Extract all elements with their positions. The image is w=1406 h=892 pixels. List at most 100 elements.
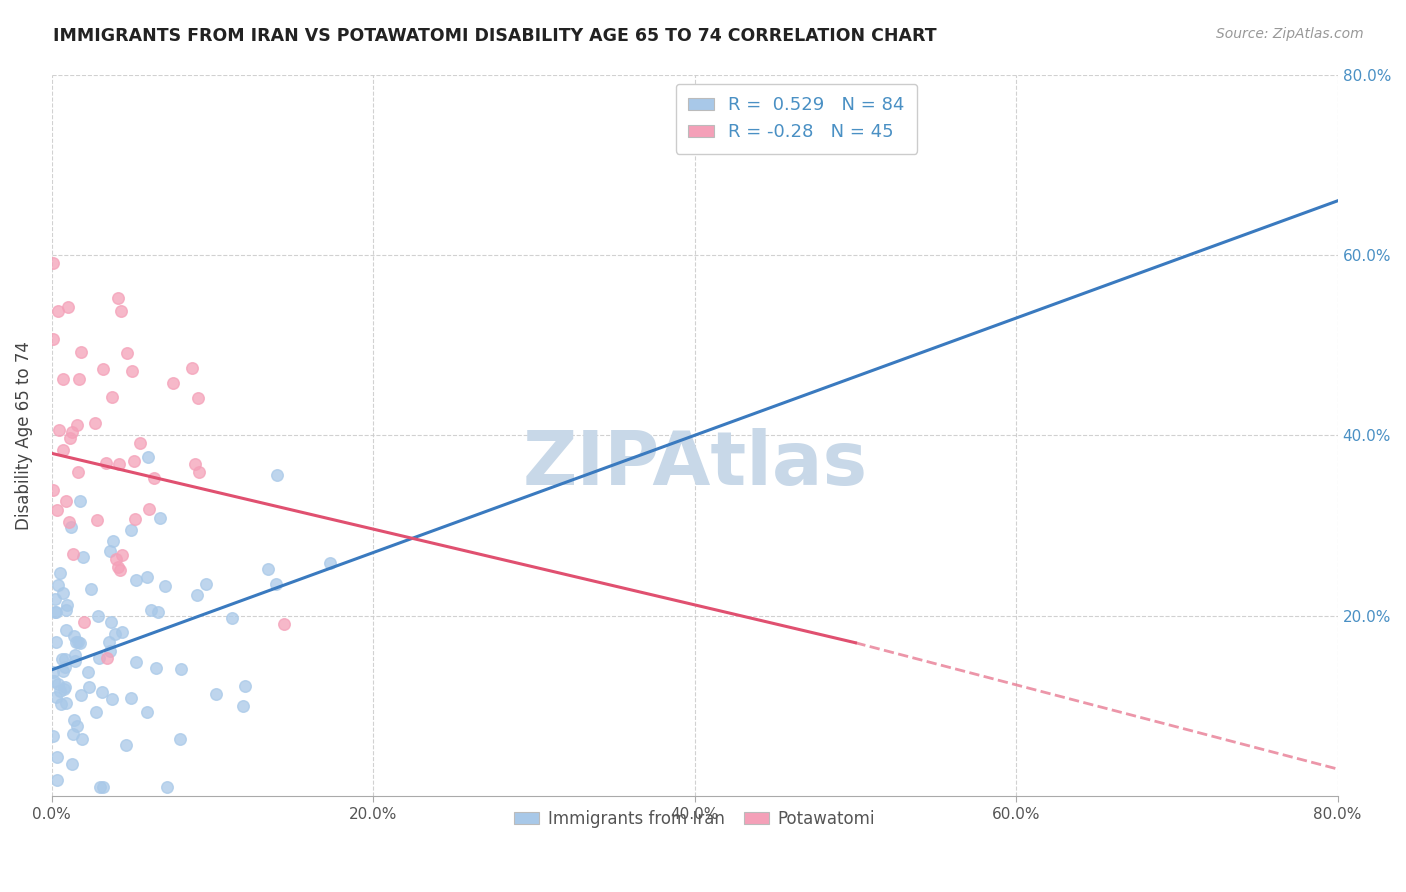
- Point: [110, 304, 132, 318]
- Point: [42, 665, 65, 679]
- Point: [103, 626, 125, 640]
- Point: [136, 450, 159, 464]
- Point: [129, 435, 152, 450]
- Point: [69, 494, 91, 508]
- Point: [91, 685, 114, 699]
- Point: [187, 391, 209, 405]
- Point: [55, 603, 77, 617]
- Point: [48, 677, 70, 691]
- Point: [45, 605, 67, 619]
- Point: [49, 684, 72, 698]
- Point: [77, 665, 100, 680]
- Point: [142, 470, 165, 484]
- Point: [98, 634, 121, 648]
- Point: [124, 511, 146, 525]
- Point: [44, 591, 66, 606]
- Point: [66, 418, 89, 433]
- Point: [53, 660, 76, 674]
- Point: [46, 303, 69, 318]
- Text: ZIPAtlas: ZIPAtlas: [522, 427, 868, 500]
- Point: [135, 569, 157, 583]
- Point: [80, 582, 103, 597]
- Point: [62, 547, 84, 561]
- Point: [42, 332, 65, 346]
- Point: [153, 579, 176, 593]
- Point: [135, 705, 157, 719]
- Point: [145, 661, 167, 675]
- Point: [181, 360, 204, 375]
- Point: [69, 636, 91, 650]
- Point: [221, 611, 243, 625]
- Point: [46, 503, 69, 517]
- Point: [87, 651, 110, 665]
- Point: [101, 691, 124, 706]
- Point: [52, 586, 75, 600]
- Point: [67, 465, 90, 479]
- Text: Source: ZipAtlas.com: Source: ZipAtlas.com: [1216, 27, 1364, 41]
- Point: [63, 654, 86, 668]
- Point: [87, 608, 110, 623]
- Point: [45, 749, 67, 764]
- Point: [146, 605, 169, 619]
- Y-axis label: Disability Age 65 to 74: Disability Age 65 to 74: [15, 341, 32, 530]
- Point: [162, 376, 184, 390]
- Point: [84, 416, 107, 430]
- Point: [63, 629, 86, 643]
- Point: [107, 559, 129, 574]
- Point: [138, 502, 160, 516]
- Point: [45, 635, 67, 649]
- Point: [120, 523, 142, 537]
- Point: [66, 634, 89, 648]
- Point: [53, 680, 76, 694]
- Point: [77, 680, 100, 694]
- Point: [266, 576, 288, 591]
- Point: [53, 652, 76, 666]
- Point: [94, 456, 117, 470]
- Point: [48, 423, 70, 437]
- Point: [51, 697, 73, 711]
- Point: [98, 644, 121, 658]
- Point: [117, 346, 139, 360]
- Point: [52, 664, 75, 678]
- Point: [110, 624, 132, 639]
- Point: [58, 515, 80, 529]
- Point: [89, 780, 111, 794]
- Point: [48, 566, 70, 580]
- Point: [111, 548, 134, 562]
- Point: [104, 551, 127, 566]
- Point: [169, 732, 191, 747]
- Text: IMMIGRANTS FROM IRAN VS POTAWATOMI DISABILITY AGE 65 TO 74 CORRELATION CHART: IMMIGRANTS FROM IRAN VS POTAWATOMI DISAB…: [53, 27, 936, 45]
- Point: [139, 603, 162, 617]
- Point: [107, 291, 129, 305]
- Point: [60, 756, 83, 771]
- Point: [56, 598, 79, 612]
- Point: [52, 682, 75, 697]
- Point: [63, 648, 86, 662]
- Point: [120, 690, 142, 705]
- Point: [45, 772, 67, 787]
- Point: [273, 616, 295, 631]
- Point: [70, 345, 93, 359]
- Point: [55, 696, 77, 710]
- Point: [84, 705, 107, 719]
- Legend: Immigrants from Iran, Potawatomi: Immigrants from Iran, Potawatomi: [508, 804, 882, 835]
- Point: [91, 362, 114, 376]
- Point: [204, 687, 226, 701]
- Point: [101, 533, 124, 548]
- Point: [155, 780, 177, 794]
- Point: [195, 577, 218, 591]
- Point: [319, 556, 342, 570]
- Point: [44, 605, 66, 619]
- Point: [60, 519, 83, 533]
- Point: [45, 690, 67, 704]
- Point: [56, 300, 79, 314]
- Point: [55, 624, 77, 638]
- Point: [122, 454, 145, 468]
- Point: [257, 562, 280, 576]
- Point: [52, 372, 75, 386]
- Point: [46, 578, 69, 592]
- Point: [149, 511, 172, 525]
- Point: [70, 731, 93, 746]
- Point: [62, 726, 84, 740]
- Point: [184, 457, 207, 471]
